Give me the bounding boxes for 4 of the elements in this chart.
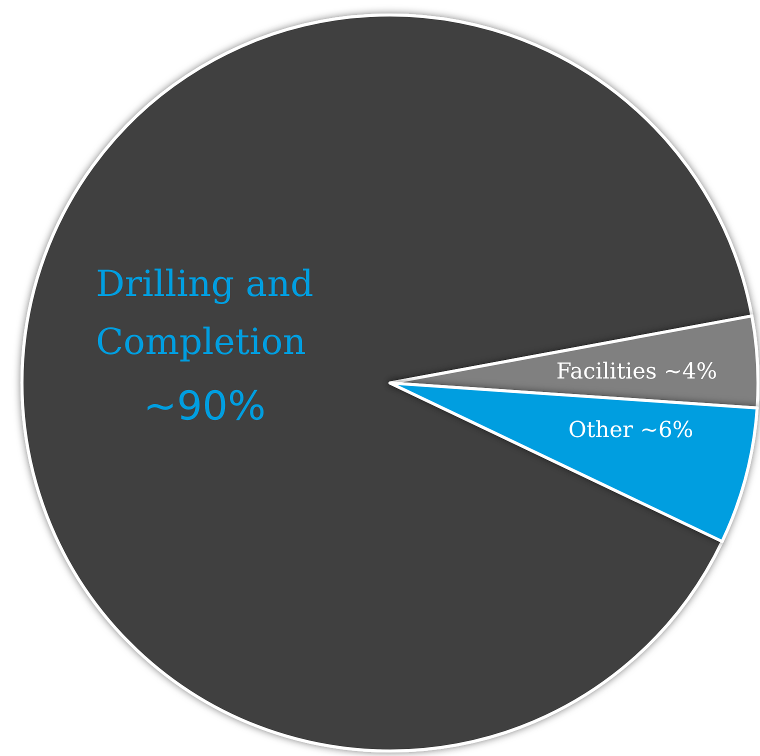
data-label: ~90% (143, 384, 266, 430)
slice-label: Facilities ~4% (556, 360, 718, 385)
slice-label: Drilling and Completion (96, 264, 314, 364)
slice-label: Other ~6% (568, 418, 694, 443)
